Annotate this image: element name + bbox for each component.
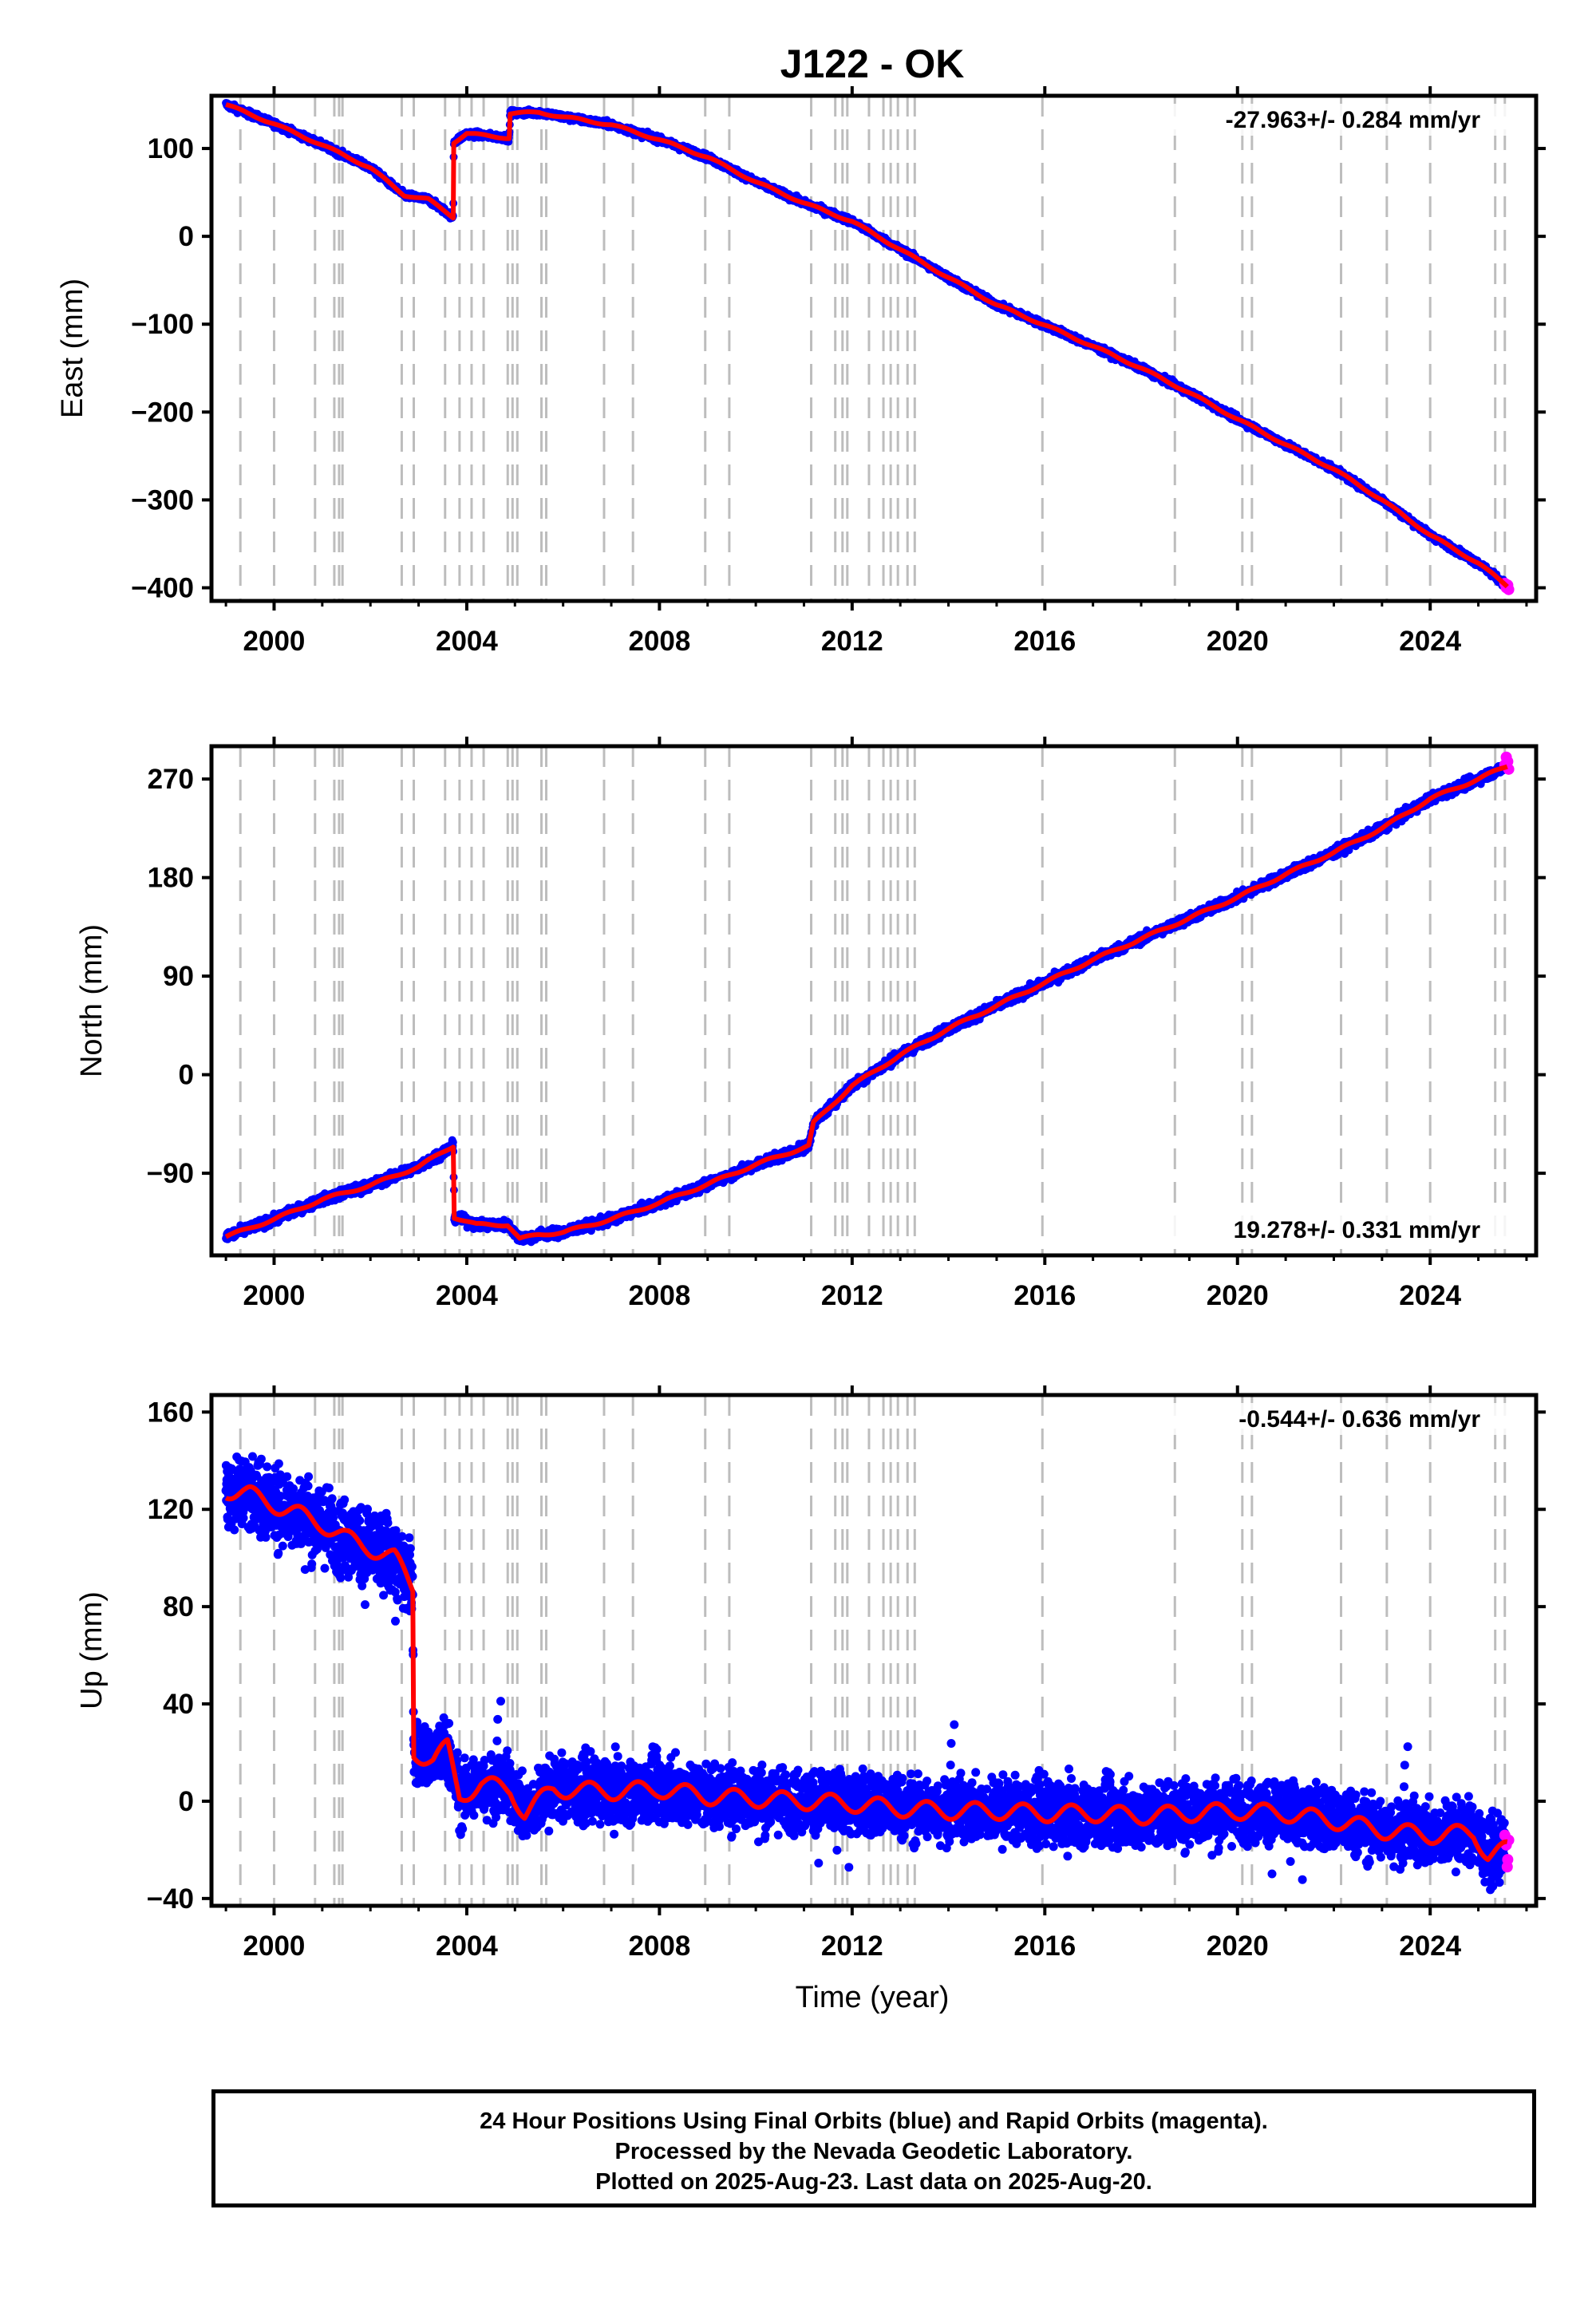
east-x-tick-label: 2008	[628, 626, 690, 657]
east-y-tick-label: 100	[148, 133, 194, 164]
east-y-tick-label: −400	[131, 572, 194, 603]
east-x-tick-label: 2012	[821, 626, 883, 657]
figure-title: J122 - OK	[780, 41, 965, 86]
east-x-tick-label: 2016	[1013, 626, 1076, 657]
east-y-tick-label: 0	[179, 221, 194, 252]
north-panel: 2000 2004 2008 2012 2016 2020 2024270180900−90…	[75, 737, 1546, 1311]
east-y-axis-label: East (mm)	[56, 279, 89, 418]
east-panel: 2000 2004 2008 2012 2016 2020 2024 100 0 −100 −200…	[56, 86, 1546, 657]
east-plot-frame	[209, 93, 1539, 603]
east-x-tick-label: 2004	[436, 626, 498, 657]
east-y-tick-label: −100	[131, 309, 194, 340]
east-y-tick-label: −200	[131, 397, 194, 428]
east-rate-label: -27.963+/- 0.284 mm/yr	[1226, 107, 1481, 133]
east-x-tick-label: 2024	[1399, 626, 1461, 657]
east-model-line	[223, 102, 1510, 589]
east-x-tick-label: 2020	[1207, 626, 1269, 657]
east-x-tick-label: 2000	[243, 626, 306, 657]
east-y-tick-label: −300	[131, 484, 194, 516]
